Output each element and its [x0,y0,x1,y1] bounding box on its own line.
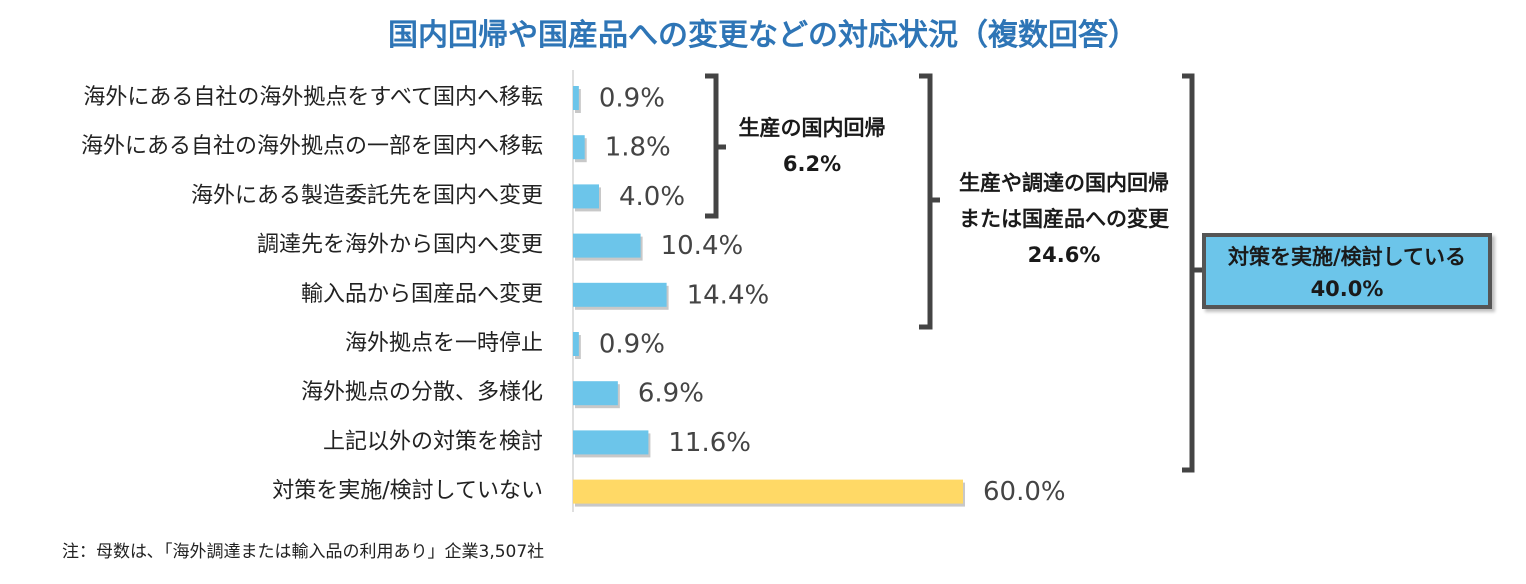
bar [573,479,963,504]
bar [573,332,579,356]
bar [573,86,579,110]
category-label: 海外にある自社の海外拠点の一部を国内へ移転 [81,134,543,159]
annotation-domestic-return-value: 6.2% [782,152,842,176]
footnote: 注：母数は､「海外調達または輸入品の利用あり」企業3,507社 [62,542,545,562]
annotation-total-box: 対策を実施/検討している 40.0% [1202,233,1492,309]
annotation-domestic-or-product: 生産や調達の国内回帰 または国産品への変更 24.6% [934,165,1194,273]
category-label: 上記以外の対策を検討 [323,429,543,454]
bracket-domestic-or-product [919,73,940,330]
category-label: 海外拠点の分散、多様化 [301,380,543,405]
bracket-domestic-return [705,73,726,219]
bar [573,135,585,160]
value-label: 60.0% [983,477,1066,507]
annotation-domestic-or-product-line2: または国産品への変更 [959,207,1169,231]
category-labels: 海外にある自社の海外拠点をすべて国内へ移転海外にある自社の海外拠点の一部を国内へ… [81,85,543,504]
annotation-domestic-return: 生産の国内回帰 6.2% [722,110,902,182]
bar [573,233,641,258]
bar [573,430,649,455]
value-label: 6.9% [638,379,704,409]
category-label: 調達先を海外から国内へ変更 [257,233,543,258]
annotation-total-title: 対策を実施/検討している [1227,245,1467,269]
category-label: 輸入品から国産品へ変更 [301,282,543,307]
value-label: 1.8% [605,133,671,163]
value-labels: 0.9% 1.8% 4.0% 10.4% 14.4% 0.9% 6.9% 11.6% 60.0% [599,84,1066,508]
bracket-total [1182,73,1202,473]
category-label: 対策を実施/検討していない [272,479,543,504]
bars [573,86,965,507]
bar [573,184,599,209]
value-label: 0.9% [599,330,665,360]
annotation-domestic-or-product-line1: 生産や調達の国内回帰 [959,171,1169,195]
bar [573,282,667,307]
value-label: 11.6% [668,428,751,458]
category-label: 海外にある製造委託先を国内へ変更 [191,183,543,208]
bar [573,381,618,406]
value-label: 14.4% [687,280,770,310]
value-label: 0.9% [599,84,665,114]
annotation-total-value: 40.0% [1310,277,1384,301]
annotation-domestic-return-title: 生産の国内回帰 [738,116,886,140]
value-label: 10.4% [661,231,744,261]
category-label: 海外にある自社の海外拠点をすべて国内へ移転 [83,85,543,110]
category-label: 海外拠点を一時停止 [345,331,543,356]
annotation-domestic-or-product-value: 24.6% [1027,243,1101,267]
chart-title: 国内回帰や国産品への変更などの対応状況（複数回答） [388,18,1138,53]
value-label: 4.0% [619,182,685,212]
